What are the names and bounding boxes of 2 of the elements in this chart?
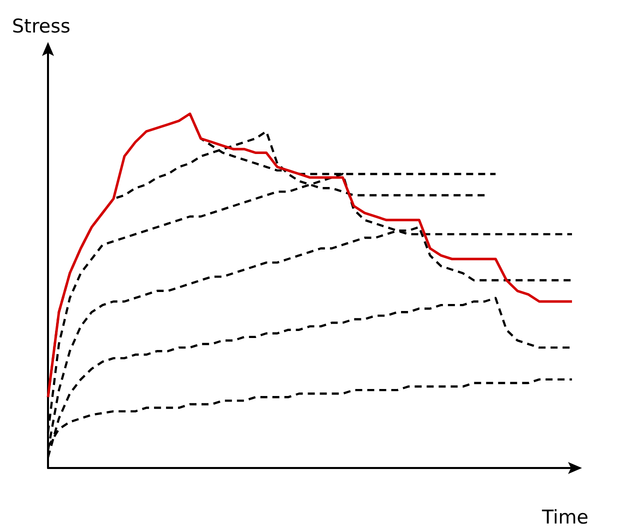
y-axis-title: Stress [12, 16, 70, 38]
x-axis-title: Time [541, 506, 588, 527]
